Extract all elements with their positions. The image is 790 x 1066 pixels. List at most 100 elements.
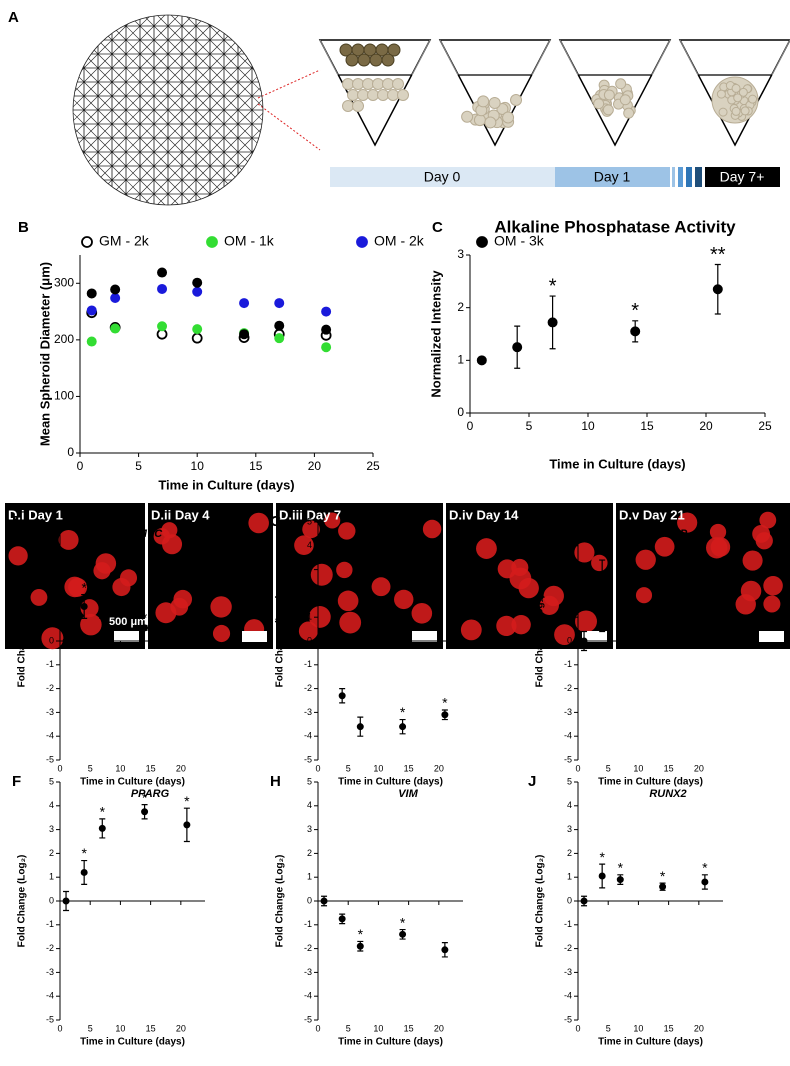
- grid-cell: [223, 193, 239, 205]
- x-tick-label: 15: [664, 763, 674, 773]
- grid-cell: [140, 208, 154, 222]
- grid-cell: [139, 109, 155, 125]
- spheroid: [80, 613, 102, 636]
- grid-cell: [139, 179, 155, 195]
- spheroid: [460, 619, 482, 641]
- grid-cell: [181, 137, 197, 153]
- data-point: [86, 336, 97, 347]
- y-tick-label: 5: [49, 776, 54, 786]
- grid-cell: [195, 39, 211, 55]
- significance: *: [184, 793, 190, 809]
- x-tick-label: 10: [633, 1023, 643, 1033]
- cell: [382, 78, 394, 90]
- grid-cell: [251, 15, 263, 27]
- grid-cell: [111, 151, 127, 167]
- grid-cell: [181, 193, 197, 205]
- y-tick-label: -4: [46, 731, 54, 741]
- legend-label: OM - 1k: [224, 233, 275, 249]
- grid-cell: [73, 151, 85, 167]
- data-point: [183, 625, 191, 633]
- legend-label: GM - 2k: [99, 233, 150, 249]
- grid-cell: [125, 137, 141, 153]
- cell: [387, 89, 399, 101]
- y-tick-label: 300: [54, 275, 74, 289]
- grid-cell: [224, 208, 238, 222]
- grid-cell: [73, 179, 85, 195]
- spheroid: [763, 595, 781, 613]
- spheroid: [511, 614, 531, 635]
- grid-cell: [83, 193, 99, 205]
- charts: B Mean Spheroid Diameter (μm) Time in Cult…: [12, 217, 772, 1047]
- significance: *: [631, 300, 639, 322]
- chart-title: MYC: [138, 528, 164, 540]
- grid-cell: [238, 208, 252, 222]
- grid-cell: [251, 39, 263, 55]
- cell: [372, 78, 384, 90]
- cell: [367, 89, 379, 101]
- grid-cell: [196, 208, 210, 222]
- data-point: [321, 306, 332, 317]
- significance: *: [400, 704, 406, 720]
- y-tick-label: 2: [457, 300, 464, 314]
- spheroid: [161, 522, 178, 539]
- grid-cell: [126, 208, 140, 222]
- grid-cell: [266, 138, 280, 152]
- grid-cell: [266, 26, 280, 40]
- grid-cell: [195, 179, 211, 195]
- significance: *: [549, 275, 557, 297]
- panel-label: A: [8, 9, 19, 26]
- y-tick-label: 3: [307, 564, 312, 574]
- spheroid: [709, 523, 727, 541]
- grid-cell: [139, 123, 155, 139]
- y-tick-label: 2: [307, 848, 312, 858]
- spheroid: [735, 594, 756, 615]
- grid-cell: [181, 81, 197, 97]
- significance: *: [618, 566, 624, 582]
- x-tick-label: 0: [77, 459, 84, 473]
- grid-cell: [153, 15, 169, 27]
- y-tick-label: -4: [46, 991, 54, 1001]
- grid-cell: [111, 193, 127, 205]
- y-tick-label: -3: [304, 967, 312, 977]
- y-tick-label: 5: [307, 776, 312, 786]
- y-tick-label: 1: [567, 872, 572, 882]
- grid-cell: [97, 193, 113, 205]
- grid-cell: [181, 123, 197, 139]
- cell: [352, 100, 364, 112]
- grid-cell: [153, 193, 169, 205]
- x-tick-label: 15: [249, 459, 263, 473]
- data-point: [274, 320, 285, 331]
- grid-cell: [97, 81, 113, 97]
- grid-cell: [237, 95, 253, 111]
- grid-cell: [153, 81, 169, 97]
- x-tick-label: 15: [404, 763, 414, 773]
- grid-cell: [167, 67, 183, 83]
- y-tick-label: 0: [307, 895, 312, 905]
- spheroid: [371, 577, 391, 597]
- y-tick-label: 0: [307, 635, 312, 645]
- grid-cell: [83, 109, 99, 125]
- grid-cell: [182, 208, 196, 222]
- data-point: [321, 324, 332, 335]
- spheroid: [155, 602, 177, 624]
- data-point: [320, 897, 328, 905]
- x-tick-label: 10: [373, 1023, 383, 1033]
- y-tick-label: 5: [567, 516, 572, 526]
- cell: [740, 106, 750, 116]
- grid-cell: [139, 67, 155, 83]
- grid-cell: [195, 109, 211, 125]
- grid-cell: [125, 151, 141, 167]
- grid-cell: [237, 123, 253, 139]
- data-point: [356, 942, 364, 950]
- grid-cell: [139, 39, 155, 55]
- chart-title: RUNX2: [649, 788, 686, 800]
- x-tick-label: 5: [346, 1023, 351, 1033]
- data-point: [191, 332, 203, 344]
- grid-cell: [209, 39, 225, 55]
- grid-cell: [209, 123, 225, 139]
- grid-cell: [83, 123, 99, 139]
- data-point: [441, 946, 449, 954]
- y-axis-label: Normalized Intensity: [428, 270, 443, 398]
- grid-cell: [167, 53, 183, 69]
- x-tick-label: 5: [526, 419, 533, 433]
